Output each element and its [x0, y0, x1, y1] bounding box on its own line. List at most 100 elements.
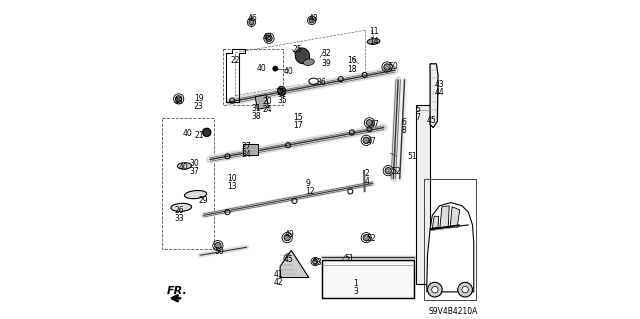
Text: S9V4B4210A: S9V4B4210A: [429, 307, 478, 316]
Text: 25: 25: [293, 45, 303, 54]
Circle shape: [363, 137, 369, 144]
Text: 50: 50: [388, 62, 398, 71]
Text: 47: 47: [369, 120, 379, 129]
Circle shape: [273, 66, 278, 71]
Polygon shape: [427, 203, 474, 292]
Text: 44: 44: [435, 88, 445, 97]
Text: 18: 18: [347, 65, 356, 74]
Text: 8: 8: [401, 126, 406, 135]
Text: 46: 46: [248, 14, 257, 23]
Text: 15: 15: [293, 113, 303, 122]
Polygon shape: [280, 250, 309, 278]
Text: 48: 48: [173, 97, 183, 106]
Text: 49: 49: [285, 230, 294, 239]
Text: FR.: FR.: [167, 286, 188, 296]
Text: 17: 17: [293, 121, 303, 130]
Bar: [243, 144, 258, 155]
Text: 30: 30: [190, 160, 200, 168]
Text: 26: 26: [175, 206, 184, 215]
Text: 36: 36: [317, 78, 326, 87]
Text: 34: 34: [242, 150, 252, 159]
Text: 52: 52: [366, 234, 376, 243]
Text: 40: 40: [179, 163, 188, 172]
Bar: [416, 105, 430, 284]
Circle shape: [313, 259, 318, 264]
Circle shape: [462, 286, 468, 293]
Text: 11: 11: [369, 27, 379, 36]
Text: 28: 28: [277, 88, 287, 97]
Text: 53: 53: [312, 258, 322, 267]
Circle shape: [309, 18, 314, 23]
Text: 19: 19: [194, 94, 204, 103]
Text: 27: 27: [242, 142, 252, 151]
Text: 10: 10: [227, 174, 237, 183]
Circle shape: [431, 286, 438, 293]
Text: 45: 45: [427, 116, 436, 125]
Text: 39: 39: [321, 59, 332, 68]
Circle shape: [284, 234, 291, 241]
Polygon shape: [450, 207, 460, 227]
Circle shape: [249, 20, 254, 25]
Ellipse shape: [171, 203, 191, 211]
Circle shape: [175, 96, 182, 102]
Ellipse shape: [303, 59, 314, 65]
Polygon shape: [440, 206, 449, 227]
Circle shape: [363, 234, 369, 241]
Text: 9: 9: [306, 179, 310, 188]
Text: 6: 6: [401, 118, 406, 127]
Polygon shape: [430, 64, 438, 128]
Text: 31: 31: [252, 104, 261, 113]
Text: 51: 51: [408, 152, 417, 160]
Text: 1: 1: [353, 279, 358, 288]
Text: 4: 4: [365, 177, 369, 186]
Text: 50: 50: [214, 247, 224, 256]
Circle shape: [366, 120, 372, 126]
Text: 42: 42: [274, 278, 284, 286]
Bar: [321, 260, 414, 298]
Text: 38: 38: [252, 112, 261, 121]
Circle shape: [385, 167, 392, 174]
Text: 33: 33: [175, 214, 184, 223]
Circle shape: [204, 129, 210, 136]
Text: 45: 45: [284, 255, 293, 264]
Polygon shape: [432, 216, 438, 228]
Circle shape: [286, 256, 292, 261]
Text: 22: 22: [230, 56, 239, 65]
Ellipse shape: [278, 86, 286, 96]
Ellipse shape: [184, 190, 207, 199]
Text: 13: 13: [227, 182, 237, 191]
Text: 2: 2: [365, 169, 369, 178]
Text: 43: 43: [435, 80, 445, 89]
Text: 32: 32: [321, 49, 332, 58]
Text: 40: 40: [256, 64, 266, 73]
Text: 41: 41: [274, 270, 284, 278]
Text: 12: 12: [306, 187, 315, 196]
Text: 47: 47: [366, 137, 376, 146]
Circle shape: [384, 64, 390, 70]
Text: 3: 3: [353, 287, 358, 296]
Text: 5: 5: [416, 105, 420, 114]
Bar: [255, 95, 268, 109]
Bar: [424, 179, 476, 300]
Text: 24: 24: [262, 105, 272, 114]
Circle shape: [203, 129, 211, 136]
Text: 48: 48: [309, 14, 319, 23]
Text: 48: 48: [262, 33, 272, 42]
Text: 23: 23: [194, 102, 204, 111]
Text: 52: 52: [392, 167, 401, 176]
Ellipse shape: [177, 163, 191, 169]
Text: 20: 20: [262, 97, 272, 106]
Text: 21: 21: [195, 131, 204, 140]
Circle shape: [458, 282, 472, 297]
Ellipse shape: [367, 39, 380, 44]
Circle shape: [428, 282, 442, 297]
Circle shape: [215, 242, 221, 249]
Circle shape: [266, 35, 272, 41]
Text: 37: 37: [190, 167, 200, 176]
Text: 16: 16: [347, 56, 356, 65]
Text: 51: 51: [344, 254, 353, 263]
Bar: [223, 49, 284, 105]
Bar: [162, 118, 214, 249]
Text: 29: 29: [199, 196, 209, 205]
Text: 14: 14: [369, 37, 379, 46]
